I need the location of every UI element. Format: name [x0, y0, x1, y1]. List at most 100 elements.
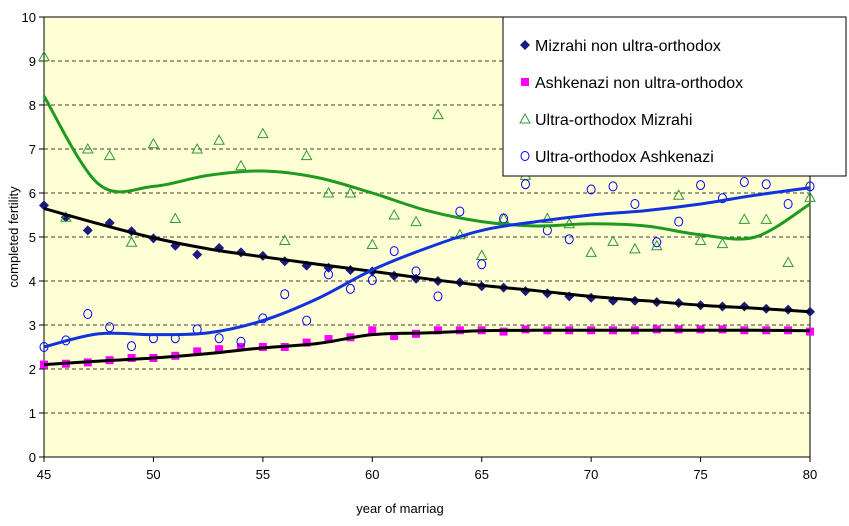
data-point [672, 189, 685, 200]
data-point [652, 237, 662, 248]
y-tick-label: 3 [29, 318, 36, 333]
y-axis-label: completed fertility [6, 186, 21, 288]
data-point [127, 341, 137, 352]
trend-line [43, 186, 811, 349]
data-point [783, 199, 793, 209]
data-point [322, 186, 335, 198]
data-point [302, 338, 311, 347]
data-point [674, 216, 684, 227]
data-point [147, 137, 160, 149]
legend-label: Mizrahi non ultra-orthodox [535, 38, 721, 55]
data-point [761, 179, 771, 190]
data-point [38, 50, 50, 62]
data-point [278, 234, 291, 246]
x-tick-label: 45 [37, 467, 51, 482]
legend-marker [519, 112, 531, 124]
data-point [388, 208, 401, 220]
trend-line [42, 95, 811, 241]
y-tick-label: 4 [29, 274, 36, 289]
data-point [257, 127, 269, 139]
data-point [410, 215, 422, 227]
data-point [520, 179, 530, 190]
data-point [782, 256, 794, 268]
data-point [716, 237, 729, 249]
plot-border [43, 16, 811, 458]
data-point [366, 238, 379, 249]
x-tick-label: 75 [693, 467, 707, 482]
y-tick-label: 5 [29, 230, 36, 245]
legend-label: Ultra-orthodox Ashkenazi [535, 149, 714, 166]
y-tick-label: 7 [29, 142, 36, 157]
data-point [367, 275, 377, 286]
data-point [235, 159, 247, 171]
legend-marker [520, 151, 530, 161]
x-axis-label: year of marriag [356, 501, 443, 516]
x-tick-label: 70 [584, 467, 598, 482]
x-tick-label: 80 [803, 467, 817, 482]
data-point [236, 343, 245, 351]
data-point [193, 347, 202, 356]
data-point [586, 184, 596, 195]
data-point [608, 181, 618, 192]
data-point [105, 322, 115, 333]
data-point [607, 235, 619, 246]
data-point [541, 212, 554, 224]
data-point [717, 193, 727, 204]
data-point [191, 142, 204, 154]
data-point [738, 213, 751, 224]
data-point [83, 309, 93, 319]
legend-label: Ashkenazi non ultra-orthodox [535, 75, 743, 92]
data-point [169, 212, 182, 224]
data-point [324, 269, 334, 280]
data-point [324, 335, 333, 344]
data-point [806, 327, 814, 336]
y-tick-label: 9 [29, 54, 36, 69]
data-point [302, 315, 312, 326]
legend-marker [520, 40, 530, 50]
x-tick-label: 60 [365, 467, 379, 482]
legend-marker [521, 78, 529, 86]
data-point [344, 186, 357, 198]
data-point [805, 181, 815, 192]
trend-line [43, 206, 811, 314]
data-point [389, 246, 399, 257]
data-point [477, 259, 487, 270]
data-point [455, 206, 465, 217]
x-tick-label: 65 [474, 467, 488, 482]
data-point [103, 149, 116, 161]
data-point [453, 228, 466, 240]
data-point [433, 326, 442, 335]
data-point [368, 326, 377, 335]
x-tick-label: 55 [256, 467, 270, 482]
data-point [432, 108, 444, 120]
data-point [650, 239, 663, 251]
data-point [215, 345, 224, 354]
y-tick-label: 1 [29, 406, 36, 421]
data-point [280, 289, 290, 300]
data-point [125, 236, 138, 247]
data-point [585, 246, 597, 257]
data-point [236, 336, 246, 347]
y-tick-label: 2 [29, 362, 36, 377]
data-point [433, 291, 443, 302]
legend: Mizrahi non ultra-orthodox Ashkenazi non … [502, 16, 847, 177]
data-point [739, 177, 749, 187]
data-point [390, 332, 399, 340]
data-point [629, 242, 641, 254]
data-point [696, 180, 706, 191]
data-point [192, 249, 203, 260]
y-tick-label: 8 [29, 98, 36, 113]
trend-line [43, 328, 811, 367]
data-point [345, 283, 355, 294]
data-point [564, 234, 574, 245]
data-point [214, 333, 224, 344]
y-tick-label: 10 [22, 10, 36, 25]
legend-label: Ultra-orthodox Mizrahi [535, 112, 692, 129]
data-point [213, 134, 225, 145]
legend-box [502, 16, 847, 177]
data-point [300, 149, 313, 161]
y-tick-label: 0 [29, 450, 36, 465]
data-point [804, 191, 816, 202]
